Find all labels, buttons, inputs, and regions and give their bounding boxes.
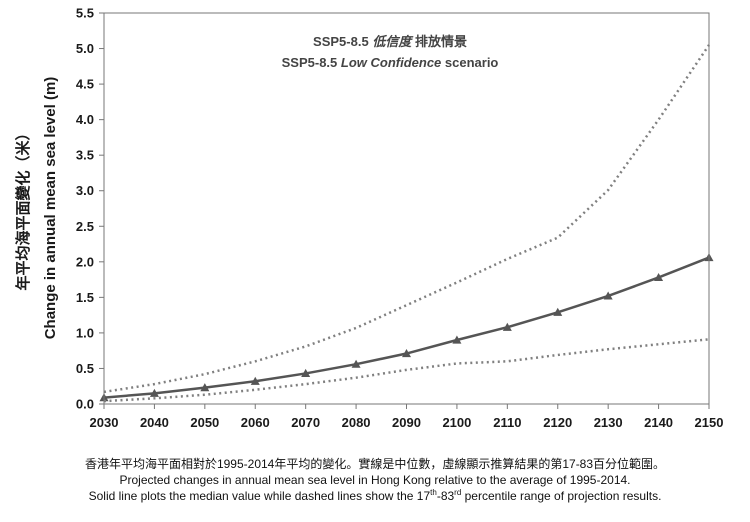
series-line-median [102,256,711,399]
y-tick-label: 3.5 [76,148,94,163]
y-tick-label: 1.5 [76,290,94,305]
median-point [502,322,512,331]
series-line-upper [103,44,711,394]
scenario-title-en: SSP5-8.5 Low Confidence scenario [282,55,499,70]
median-point [200,383,210,392]
median-point [351,359,361,368]
caption-line-zh: 香港年平均海平面相對於1995-2014年平均的變化。實線是中位數，虛線顯示推算… [84,457,666,471]
y-tick-label: 2.0 [76,254,94,269]
x-tick-label: 2050 [190,415,219,430]
scenario-zh-italic: 低信度 [372,34,414,49]
caption: 香港年平均海平面相對於1995-2014年平均的變化。實線是中位數，虛線顯示推算… [0,456,750,504]
median-point [603,291,613,300]
y-tick-label: 3.0 [76,183,94,198]
median-point [654,272,664,282]
y-tick-label: 5.5 [76,6,94,21]
caption-line-en-1: Projected changes in annual mean sea lev… [119,473,631,487]
median-point [149,388,159,397]
caption-line3-b: -83 [436,489,455,503]
x-tick-label: 2150 [695,415,724,430]
x-tick-label: 2090 [392,415,421,430]
scenario-en-suffix: scenario [441,55,498,70]
sea-level-chart: 0.0 0.5 1.0 1.5 2.0 2.5 3.0 3.5 4.0 4.5 5.0 5.5 203… [14,6,724,431]
caption-line3-sup-th: th [430,488,437,497]
plot-area [103,12,710,405]
scenario-zh-prefix: SSP5-8.5 [313,34,372,49]
x-tick-label: 2100 [442,415,471,430]
scenario-zh-suffix: 排放情景 [411,34,467,49]
median-point [301,368,311,378]
scenario-en-italic: Low Confidence [341,55,441,70]
x-tick-label: 2040 [140,415,169,430]
scenario-en-prefix: SSP5-8.5 [282,55,341,70]
y-tick-label: 0.0 [76,397,94,412]
median-point [250,376,260,385]
x-tick-label: 2080 [342,415,371,430]
x-tick-label: 2130 [594,415,623,430]
median-point [452,335,462,344]
y-axis-ticks: 0.0 0.5 1.0 1.5 2.0 2.5 3.0 3.5 4.0 4.5 5.0 5.5 [76,6,104,412]
y-tick-label: 5.0 [76,41,94,56]
series-layer [99,44,714,403]
y-tick-label: 2.5 [76,219,94,234]
x-tick-label: 2070 [291,415,320,430]
y-tick-label: 1.0 [76,325,94,340]
x-tick-label: 2120 [543,415,572,430]
y-axis-label-zh: 年平均海平面變化（米） [14,125,32,290]
caption-line3-sup-rd: rd [454,488,462,497]
x-tick-label: 2110 [493,415,521,430]
y-tick-label: 4.5 [76,77,94,92]
caption-line3-c: percentile range of projection results. [461,489,662,503]
caption-line3-a: Solid line plots the median value while … [88,489,431,503]
x-tick-label: 2060 [241,415,270,430]
median-point [402,349,411,358]
y-tick-label: 4.0 [76,112,94,127]
y-axis-label-en: Change in annual mean sea level (m) [42,77,59,340]
y-tick-label: 0.5 [76,361,94,376]
x-axis-ticks: 2030 2040 2050 2060 2070 2080 2090 2100 2110 2120… [90,404,724,430]
x-tick-label: 2030 [90,415,119,430]
series-line-lower [103,338,710,403]
median-point [553,307,563,316]
caption-line-en-2: Solid line plots the median value while … [0,488,750,504]
x-tick-label: 2140 [644,415,673,430]
scenario-title-zh: SSP5-8.5 低信度 排放情景 [313,34,467,49]
